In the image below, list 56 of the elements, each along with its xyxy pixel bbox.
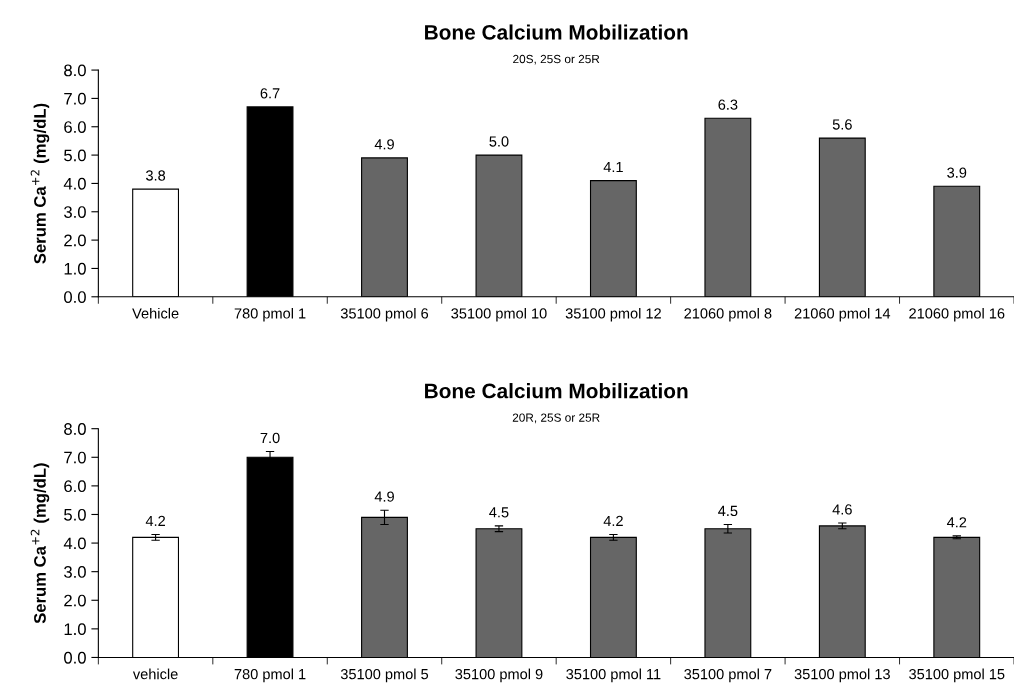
x-tick-label: vehicle — [132, 668, 178, 680]
y-tick-label: 6.0 — [64, 121, 86, 133]
data-label: 7.0 — [260, 432, 280, 444]
chart-subtitle: 20S, 25S or 25R — [513, 54, 600, 65]
data-label: 4.2 — [145, 515, 165, 526]
y-tick-label: 7.0 — [64, 451, 86, 464]
y-tick-label: 3.0 — [64, 566, 86, 578]
x-tick-label: 21060 pmol 8 — [684, 307, 772, 322]
x-tick-label: 35100 pmol 10 — [451, 307, 547, 322]
y-tick-label: 0.0 — [64, 291, 86, 303]
y-tick-label: 6.0 — [64, 480, 86, 493]
x-tick-label: 35100 pmol 12 — [565, 307, 661, 322]
y-tick-label: 2.0 — [64, 594, 86, 607]
y-tick-label: 8.0 — [64, 64, 86, 77]
chart-subtitle: 20R, 25S or 25R — [512, 413, 600, 424]
chart-title: Bone Calcium Mobilization — [425, 24, 688, 40]
x-tick-label: 35100 pmol 13 — [794, 668, 890, 683]
data-label: 4.5 — [489, 507, 509, 518]
x-tick-label: 35100 pmol 9 — [455, 668, 543, 683]
y-tick-label: 2.0 — [64, 234, 86, 247]
x-tick-label: 780 pmol 1 — [234, 668, 306, 683]
data-label: 4.5 — [718, 505, 738, 517]
x-tick-label: 21060 pmol 16 — [909, 307, 1005, 322]
data-label: 4.9 — [374, 139, 394, 150]
y-tick-label: 4.0 — [63, 177, 86, 190]
x-tick-label: 35100 pmol 5 — [340, 668, 429, 683]
y-tick-label: 7.0 — [64, 92, 86, 105]
y-tick-label: 5.0 — [64, 149, 86, 162]
data-label: 4.9 — [374, 491, 394, 502]
x-tick-label: 21060 pmol 14 — [794, 307, 891, 322]
x-tick-label: 780 pmol 1 — [234, 307, 306, 322]
data-label: 5.0 — [489, 136, 509, 147]
y-tick-label: 3.0 — [64, 206, 86, 218]
y-tick-label: 1.0 — [64, 262, 86, 275]
x-tick-label: 35100 pmol 11 — [566, 668, 661, 683]
data-label: 3.8 — [146, 170, 166, 181]
data-label: 3.9 — [947, 167, 967, 178]
data-label: 4.1 — [603, 161, 623, 173]
x-tick-label: 35100 pmol 6 — [340, 307, 429, 322]
data-label: 4.2 — [946, 517, 967, 528]
x-tick-label: 35100 pmol 15 — [909, 668, 1005, 683]
data-label: 4.6 — [832, 504, 852, 515]
y-tick-label: 8.0 — [64, 423, 86, 435]
y-axis-title: Serum Ca$^{+2}$ (mg/dL) — [30, 103, 50, 264]
data-label: 6.3 — [718, 99, 738, 110]
y-tick-label: 4.0 — [63, 537, 86, 550]
chart-title: Bone Calcium Mobilization — [425, 383, 688, 399]
y-tick-label: 1.0 — [64, 623, 86, 636]
x-tick-label: 35100 pmol 7 — [684, 668, 772, 683]
data-label: 4.2 — [603, 515, 623, 526]
y-axis-title: Serum Ca$^{+2}$ (mg/dL) — [30, 463, 50, 624]
data-label: 6.7 — [260, 88, 280, 99]
data-label: 5.6 — [832, 119, 852, 130]
y-tick-label: 0.0 — [64, 651, 86, 664]
y-tick-label: 5.0 — [64, 508, 86, 521]
x-tick-label: Vehicle — [132, 307, 179, 319]
